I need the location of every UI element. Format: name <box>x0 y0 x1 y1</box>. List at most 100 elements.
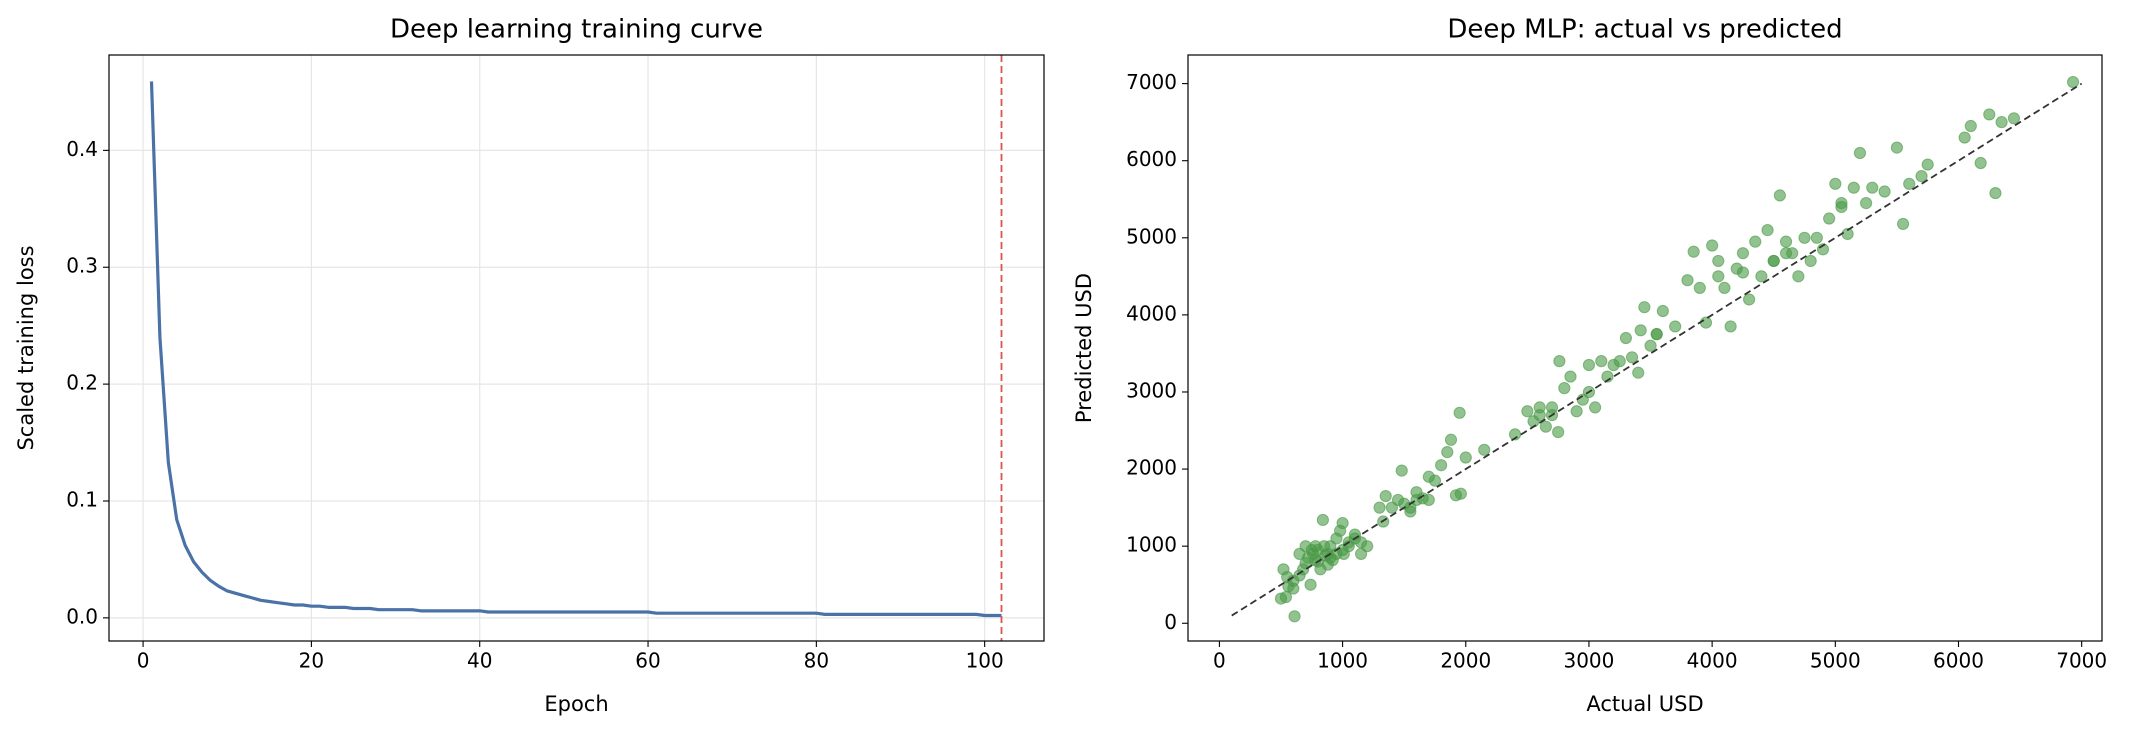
point <box>1896 217 1910 231</box>
x-tick-label: 6000 <box>1933 649 1984 673</box>
point <box>1853 146 1867 160</box>
x-tick-label: 60 <box>635 649 660 673</box>
point <box>1773 189 1786 202</box>
x-tick-label: 40 <box>467 649 492 673</box>
y-tick-label: 6000 <box>1126 147 1177 171</box>
x-tick-label: 5000 <box>1810 649 1861 673</box>
point <box>1539 420 1552 433</box>
y-tick-label: 0.4 <box>66 137 98 161</box>
point <box>1706 239 1719 252</box>
point <box>1699 316 1713 329</box>
y-tick-label: 5000 <box>1126 224 1177 248</box>
point <box>1779 235 1793 248</box>
point <box>1878 185 1891 198</box>
point <box>1915 170 1928 183</box>
point <box>1444 433 1458 446</box>
y-tick-label: 0.2 <box>66 371 98 395</box>
y-tick-label: 4000 <box>1126 301 1177 325</box>
point <box>1552 425 1565 439</box>
y-tick-label: 2000 <box>1126 456 1177 480</box>
x-tick-label: 2000 <box>1440 649 1491 673</box>
point <box>1755 270 1768 283</box>
point <box>1454 487 1467 500</box>
point <box>1459 451 1472 464</box>
point <box>1619 331 1633 345</box>
point <box>1395 464 1408 477</box>
x-axis-label: Actual USD <box>1586 692 1703 716</box>
point <box>1428 474 1442 487</box>
point <box>1288 610 1301 623</box>
point <box>1974 156 1987 170</box>
x-tick-label: 1000 <box>1317 649 1368 673</box>
y-tick-label: 0 <box>1164 610 1177 634</box>
y-tick-label: 0.0 <box>66 604 98 628</box>
x-tick-label: 100 <box>966 649 1004 673</box>
axes-frame <box>108 54 1045 642</box>
point <box>1693 281 1706 295</box>
point <box>1712 254 1725 268</box>
point <box>1804 254 1817 268</box>
point <box>1964 119 1977 133</box>
point <box>1989 186 2002 200</box>
point <box>1354 547 1368 560</box>
point <box>1650 328 1663 341</box>
chart-title: Deep MLP: actual vs predicted <box>1447 15 1842 45</box>
point <box>1767 254 1780 268</box>
point <box>1829 177 1842 190</box>
point <box>1634 324 1647 337</box>
point <box>1890 141 1904 154</box>
point <box>1309 540 1322 553</box>
point <box>1613 355 1626 368</box>
point <box>1595 355 1608 368</box>
point <box>1712 270 1725 283</box>
x-tick-label: 7000 <box>2056 649 2107 673</box>
point <box>1373 501 1386 514</box>
point <box>1921 158 1934 171</box>
chart-title: Deep learning training curve <box>390 15 763 45</box>
point <box>1736 266 1750 279</box>
point <box>1866 181 1879 194</box>
point <box>1287 582 1300 595</box>
point <box>1435 459 1448 472</box>
point <box>1847 181 1860 194</box>
point <box>1810 231 1823 244</box>
point <box>1638 301 1651 314</box>
x-tick-label: 80 <box>804 649 829 673</box>
point <box>1779 247 1793 260</box>
y-tick-label: 0.3 <box>66 254 98 278</box>
point <box>1983 108 1996 121</box>
point <box>1632 366 1645 379</box>
point <box>1564 370 1577 383</box>
point <box>1336 516 1349 530</box>
loss-line <box>149 81 1002 618</box>
point <box>1589 401 1602 414</box>
point <box>1304 578 1317 591</box>
point <box>1545 401 1559 414</box>
point <box>1681 274 1694 287</box>
point <box>1316 513 1329 527</box>
point <box>1761 223 1774 237</box>
y-tick-label: 1000 <box>1126 533 1177 557</box>
x-tick-label: 0 <box>1213 649 1226 673</box>
point <box>1656 304 1669 318</box>
point <box>1860 196 1873 210</box>
point <box>1521 405 1534 418</box>
y-tick-label: 3000 <box>1126 378 1177 402</box>
x-tick-label: 20 <box>299 649 324 673</box>
x-tick-label: 4000 <box>1687 649 1738 673</box>
point <box>1798 231 1811 244</box>
point <box>1453 406 1466 419</box>
point <box>1582 358 1596 372</box>
point <box>1903 177 1916 190</box>
point <box>2007 112 2021 125</box>
reference-line <box>1231 82 2083 617</box>
x-tick-label: 0 <box>137 649 150 673</box>
point <box>1558 382 1571 395</box>
point <box>1958 131 1971 144</box>
point <box>1379 489 1392 503</box>
point <box>1281 570 1294 584</box>
y-tick-label: 7000 <box>1126 70 1177 94</box>
point <box>1533 409 1546 422</box>
point <box>1422 493 1435 507</box>
point <box>1441 446 1454 459</box>
